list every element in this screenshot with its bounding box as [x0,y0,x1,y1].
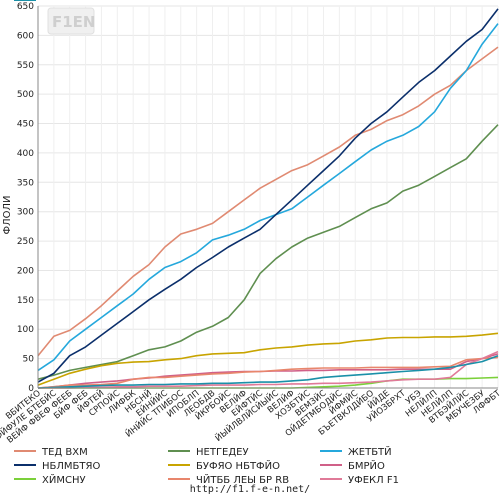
legend-label: НБЛМБТЯО [42,461,100,472]
series-line [37,354,499,389]
y-tick-label: 50 [23,355,35,365]
series-line [38,350,499,389]
series-lines [37,8,499,389]
y-tick-label: 650 [17,2,34,12]
y-tick-label: 100 [17,325,34,335]
legend-label: ИБЬУ [42,0,69,3]
y-tick-label: 600 [17,31,34,41]
series-line [37,124,499,380]
legend-label: ЧЙТББ ЛЕЫ БР RB [196,473,289,486]
logo: F1EN [47,7,95,35]
y-tick-label: 500 [17,90,34,100]
y-tick-label: 350 [17,178,34,188]
legend-label: УФЕКЛ F1 [348,475,399,486]
y-axis-label: ФЛОЛИ [2,196,13,235]
legend-label: ЖЕТБТЙ [348,445,392,458]
y-tick-labels: 0 50 100 150 200 250 300 350 400 450 500 550 600 650 [17,2,34,394]
legend-label: БМРЙО [348,459,385,472]
legend-label: НЕТГЕДЕУ [196,447,249,458]
y-tick-label: 200 [17,266,34,276]
logo-text: F1EN [52,13,95,31]
series-line [37,332,499,386]
axes [37,6,498,389]
y-tick-label: 150 [17,296,34,306]
grid-lines [37,5,499,389]
y-tick-label: 300 [17,208,34,218]
y-tick-label: 450 [17,120,34,130]
y-tick-label: 400 [17,149,34,159]
series-line [37,46,499,357]
series-line [37,23,499,372]
logo-box [47,7,95,35]
legend: ТЕД ВХМ НЕТГЕДЕУ ЖЕТБТЙ НБЛМБТЯО БУФЯО НБТФЙ… [14,0,399,486]
y-tick-label: 0 [28,384,34,394]
footer-url: http://f1.f-e-n.net/ [190,484,310,495]
legend-label: ТЕД ВХМ [41,447,88,458]
series-line [37,356,499,389]
y-tick-label: 550 [17,61,34,71]
series-line [37,8,499,383]
legend-label: БУФЯО НБТФЙО [196,459,280,472]
y-tick-label: 250 [17,237,34,247]
legend-label: ХЙМСНУ [42,473,86,486]
